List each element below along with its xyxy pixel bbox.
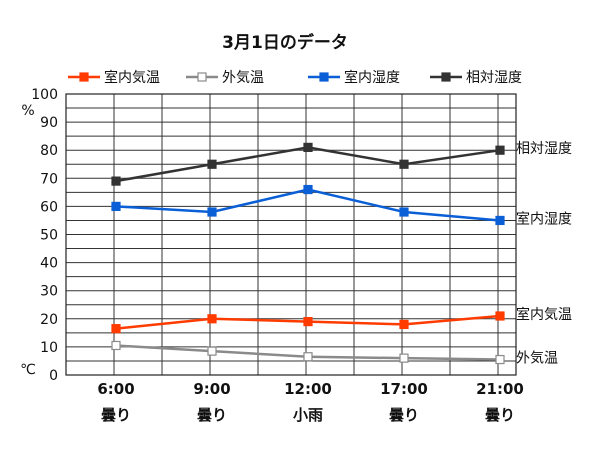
x-tick-label: 17:00 [380, 380, 428, 398]
legend-item: 室内湿度 [308, 69, 400, 86]
series-2 [111, 184, 505, 226]
legend-marker [441, 72, 451, 82]
x-tick-labels: 6:00 曇り 9:00 曇り 12:00 小雨 17:00 曇り 21:00 曇り [97, 380, 524, 424]
y-tick-label: 90 [40, 115, 58, 131]
data-point [111, 201, 121, 211]
data-point [207, 159, 217, 169]
y-tick-label: 50 [40, 228, 58, 244]
series-lines [111, 142, 505, 365]
data-point [111, 340, 121, 351]
data-point [495, 311, 505, 321]
y-tick-label: 60 [40, 199, 58, 215]
series-3 [111, 142, 505, 186]
chart-title: 3月1日のデータ [222, 32, 348, 53]
x-tick-label: 12:00 [284, 380, 332, 398]
legend-label: 相対湿度 [466, 70, 522, 86]
series-end-label: 外気温 [516, 351, 558, 367]
series-line [115, 188, 501, 222]
data-point [495, 215, 505, 226]
y-tick-label: 80 [40, 143, 58, 159]
legend-item: 室内気温 [68, 69, 160, 86]
weather-label: 曇り [101, 406, 131, 424]
series-1 [111, 340, 505, 365]
weather-label: 曇り [485, 406, 515, 424]
data-point [207, 207, 217, 217]
y-tick-labels: 0 10 20 30 40 50 60 70 80 90 100 [31, 87, 58, 384]
data-point [111, 324, 121, 334]
legend-marker [319, 72, 329, 82]
data-point [495, 145, 505, 155]
y-tick-label: 20 [40, 312, 58, 328]
data-point [303, 317, 313, 327]
data-point [399, 353, 409, 363]
weather-label: 曇り [389, 406, 419, 424]
legend-item: 相対湿度 [430, 70, 522, 86]
y-unit-percent: % [21, 103, 34, 119]
series-0 [111, 311, 505, 334]
y-tick-label: 0 [49, 368, 58, 384]
data-point [495, 354, 505, 365]
legend-label: 外気温 [222, 70, 264, 86]
plot-border [65, 93, 517, 376]
data-point [399, 207, 409, 217]
data-point [111, 176, 121, 186]
data-point [207, 314, 217, 324]
data-point [207, 346, 217, 356]
series-end-label: 室内気温 [516, 306, 572, 323]
y-tick-label: 30 [40, 284, 58, 300]
data-point [303, 184, 313, 195]
series-end-label: 室内湿度 [516, 210, 572, 227]
legend-marker [197, 72, 207, 82]
weather-label: 小雨 [293, 406, 323, 424]
y-unit-celsius: ℃ [20, 362, 36, 378]
legend: 室内気温 外気温 室内湿度 相対湿度 [68, 69, 522, 86]
legend-label: 室内湿度 [344, 69, 400, 86]
legend-label: 室内気温 [104, 69, 160, 86]
series-end-label: 相対湿度 [516, 141, 572, 157]
x-tick-label: 21:00 [476, 380, 524, 398]
data-point [399, 159, 409, 169]
y-tick-label: 100 [31, 87, 58, 103]
data-point [303, 352, 313, 362]
y-tick-label: 40 [40, 256, 58, 272]
data-point [399, 319, 409, 330]
grid [65, 93, 517, 376]
x-tick-label: 9:00 [193, 380, 230, 398]
y-tick-label: 10 [40, 340, 58, 356]
x-tick-label: 6:00 [97, 380, 134, 398]
weather-label: 曇り [197, 406, 227, 424]
y-tick-label: 70 [40, 171, 58, 187]
legend-item: 外気温 [186, 70, 264, 86]
legend-marker [79, 72, 89, 82]
data-point [303, 142, 313, 152]
